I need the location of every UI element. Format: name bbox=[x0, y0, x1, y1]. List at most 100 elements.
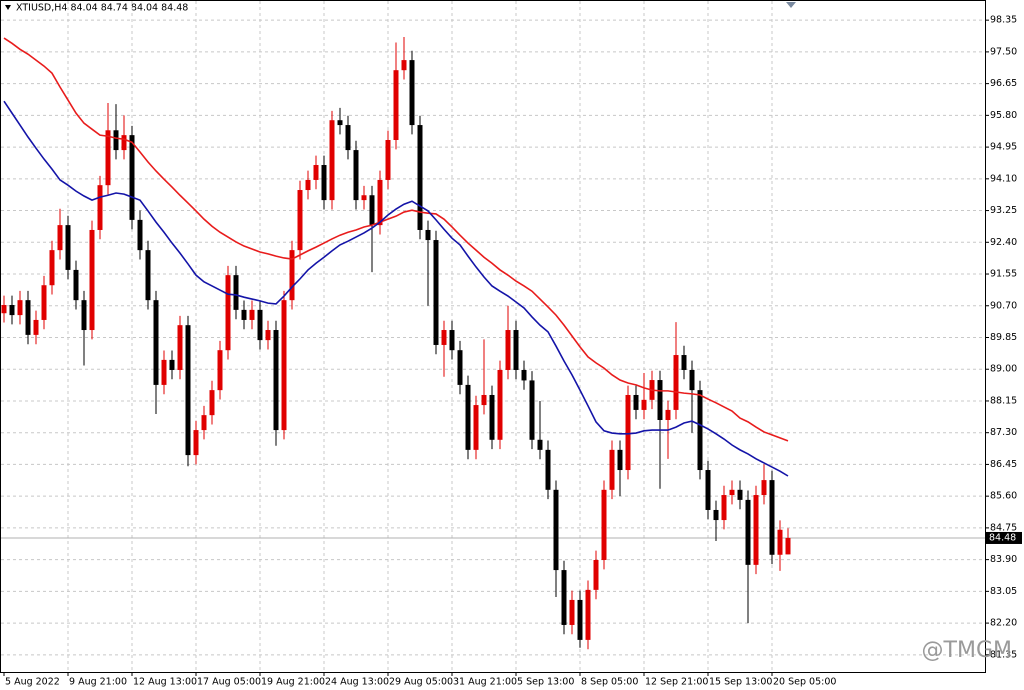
candle-body bbox=[473, 405, 479, 450]
x-tick-label: 29 Aug 05:00 bbox=[389, 677, 453, 688]
x-tick-label: 5 Sep 13:00 bbox=[517, 677, 574, 688]
candle-body bbox=[785, 537, 791, 555]
candle-body bbox=[369, 195, 375, 226]
y-tick-label: 96.65 bbox=[990, 78, 1017, 89]
candle-body bbox=[361, 195, 367, 201]
y-tick-label: 92.40 bbox=[990, 237, 1017, 248]
y-tick-label: 89.00 bbox=[990, 364, 1017, 375]
candle-body bbox=[233, 275, 239, 310]
candle-body bbox=[577, 599, 583, 640]
x-tick-label: 9 Aug 21:00 bbox=[69, 677, 127, 688]
candle-body bbox=[121, 135, 127, 151]
candle-body bbox=[465, 384, 471, 450]
candle-body bbox=[337, 120, 343, 126]
candle-body bbox=[777, 529, 783, 555]
moving-average bbox=[3, 37, 789, 442]
x-tick-label: 8 Sep 05:00 bbox=[581, 677, 638, 688]
candle-body bbox=[145, 250, 151, 301]
candle-body bbox=[297, 190, 303, 251]
candle-body bbox=[305, 179, 311, 191]
y-tick-label: 85.60 bbox=[990, 491, 1017, 502]
candle-body bbox=[185, 325, 191, 456]
x-tick-label: 31 Aug 21:00 bbox=[453, 677, 517, 688]
candle-body bbox=[609, 449, 615, 490]
x-tick-label: 24 Aug 13:00 bbox=[325, 677, 389, 688]
candle-body bbox=[545, 449, 551, 490]
x-tick-label: 12 Aug 13:00 bbox=[133, 677, 197, 688]
candle-body bbox=[705, 470, 711, 510]
candle-body bbox=[385, 140, 391, 180]
x-tick-label: 17 Aug 05:00 bbox=[197, 677, 261, 688]
candle-body bbox=[745, 499, 751, 565]
candle-body bbox=[65, 225, 71, 270]
x-tick-label: 20 Sep 05:00 bbox=[773, 677, 836, 688]
candle-body bbox=[257, 309, 263, 341]
y-tick-label: 95.80 bbox=[990, 110, 1017, 121]
candle-body bbox=[689, 369, 695, 391]
chart-title: XTIUSD,H4 84.04 84.74 84.04 84.48 bbox=[16, 3, 188, 14]
y-tick-label: 91.55 bbox=[990, 269, 1017, 280]
candle-body bbox=[249, 309, 255, 320]
candle-body bbox=[393, 70, 399, 140]
candle-body bbox=[425, 229, 431, 241]
candle-body bbox=[753, 495, 759, 565]
candle-body bbox=[561, 570, 567, 625]
x-tick-label: 19 Aug 21:00 bbox=[261, 677, 325, 688]
y-tick-label: 83.90 bbox=[990, 554, 1017, 565]
candle-body bbox=[193, 430, 199, 456]
candle-body bbox=[161, 359, 167, 385]
candle-body bbox=[537, 439, 543, 450]
candle-body bbox=[49, 250, 55, 286]
candle-body bbox=[617, 449, 623, 471]
candle-body bbox=[321, 165, 327, 201]
y-tick-label: 90.70 bbox=[990, 300, 1017, 311]
moving-average bbox=[3, 100, 789, 477]
candle-body bbox=[769, 480, 775, 555]
candle-body bbox=[353, 150, 359, 201]
candle-body bbox=[209, 390, 215, 416]
candle-body bbox=[17, 300, 23, 316]
candle-body bbox=[665, 409, 671, 420]
shift-marker bbox=[786, 2, 796, 8]
candle-body bbox=[105, 130, 111, 186]
candle-body bbox=[449, 330, 455, 351]
candle-body bbox=[1, 305, 7, 314]
candle-body bbox=[457, 350, 463, 385]
candle-body bbox=[81, 300, 87, 331]
y-tick-label: 84.75 bbox=[990, 522, 1017, 533]
candle-body bbox=[41, 285, 47, 320]
y-tick-label: 82.20 bbox=[990, 618, 1017, 629]
menu-icon[interactable] bbox=[5, 5, 11, 10]
candle-body bbox=[601, 489, 607, 560]
candle-body bbox=[721, 495, 727, 521]
candle-body bbox=[329, 120, 335, 201]
candle-body bbox=[585, 589, 591, 640]
y-tick-label: 93.25 bbox=[990, 205, 1017, 216]
candle-body bbox=[265, 330, 271, 341]
candle-body bbox=[345, 125, 351, 151]
candle-body bbox=[481, 394, 487, 406]
candle-body bbox=[633, 394, 639, 410]
candle-body bbox=[505, 330, 511, 370]
candle-body bbox=[761, 480, 767, 496]
candle-body bbox=[521, 369, 527, 381]
x-tick-label: 5 Aug 2022 bbox=[5, 677, 60, 688]
candle-body bbox=[281, 300, 287, 431]
y-tick-label: 83.05 bbox=[990, 586, 1017, 597]
y-tick-label: 86.45 bbox=[990, 459, 1017, 470]
candle-body bbox=[33, 319, 39, 335]
candle-body bbox=[641, 399, 647, 410]
candle-body bbox=[441, 330, 447, 345]
candle-body bbox=[737, 489, 743, 500]
watermark: @TMGM bbox=[922, 638, 1012, 663]
candle-body bbox=[673, 355, 679, 410]
candle-body bbox=[113, 130, 119, 151]
candle-body bbox=[625, 394, 631, 471]
y-tick-label: 87.30 bbox=[990, 427, 1017, 438]
candle-body bbox=[97, 185, 103, 230]
candle-body bbox=[241, 309, 247, 320]
y-tick-label: 94.95 bbox=[990, 142, 1017, 153]
candle-body bbox=[681, 355, 687, 370]
candle-body bbox=[401, 60, 407, 71]
